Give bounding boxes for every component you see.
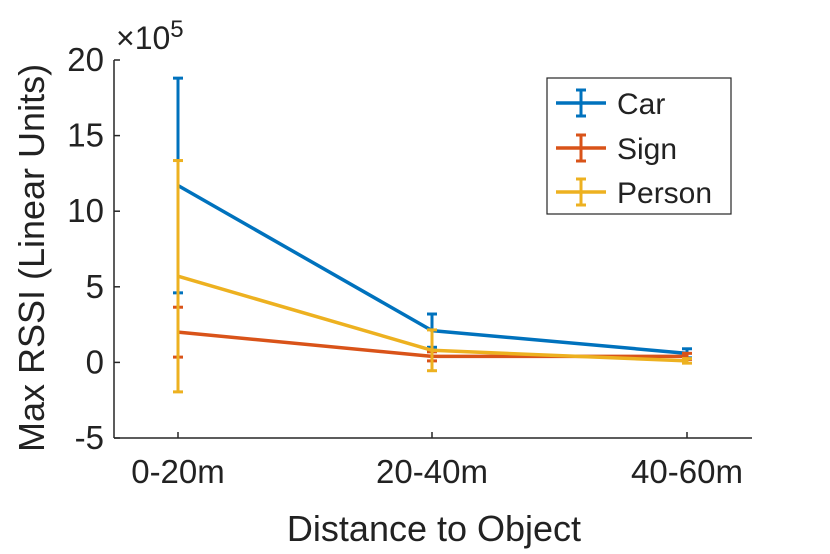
axes	[113, 60, 752, 439]
x-tick-label: 20-40m	[376, 453, 488, 490]
legend-label: Sign	[617, 133, 677, 166]
series-person	[173, 159, 692, 394]
error-bar-person	[682, 357, 692, 365]
legend-label: Person	[617, 177, 712, 210]
legend-item-sign: Sign	[556, 133, 677, 166]
x-ticks: 0-20m 20-40m 40-60m	[131, 432, 743, 490]
y-axis-label: Max RSSI (Linear Units)	[11, 64, 52, 452]
y-tick-label: 0	[86, 343, 104, 380]
legend: Car Sign Person	[546, 77, 732, 215]
x-tick-label: 40-60m	[631, 453, 743, 490]
series	[173, 76, 692, 394]
error-bar-person	[427, 328, 437, 373]
y-tick-label: 10	[67, 192, 104, 229]
y-ticks: -5 0 5 10 15 20	[67, 41, 120, 456]
y-tick-label: 20	[67, 41, 104, 78]
error-bar-person	[173, 159, 183, 394]
y-tick-label: 5	[86, 268, 104, 305]
x-axis-label: Distance to Object	[287, 508, 581, 549]
legend-label: Car	[617, 88, 665, 121]
y-tick-label: -5	[75, 419, 104, 456]
x-tick-label: 0-20m	[131, 453, 225, 490]
legend-item-car: Car	[556, 88, 665, 121]
legend-item-person: Person	[556, 177, 712, 210]
y-axis-exponent: ×105	[116, 16, 184, 56]
y-tick-label: 15	[67, 117, 104, 154]
legend-items: Car Sign Person	[556, 88, 712, 210]
